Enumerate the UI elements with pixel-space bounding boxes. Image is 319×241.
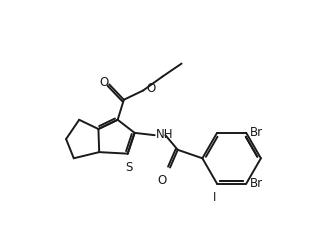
Text: O: O [158, 174, 167, 187]
Text: O: O [146, 82, 155, 95]
Text: Br: Br [250, 177, 263, 190]
Text: Br: Br [250, 127, 263, 140]
Text: O: O [99, 76, 108, 89]
Text: NH: NH [156, 128, 174, 141]
Text: I: I [213, 191, 216, 204]
Text: S: S [126, 161, 133, 174]
